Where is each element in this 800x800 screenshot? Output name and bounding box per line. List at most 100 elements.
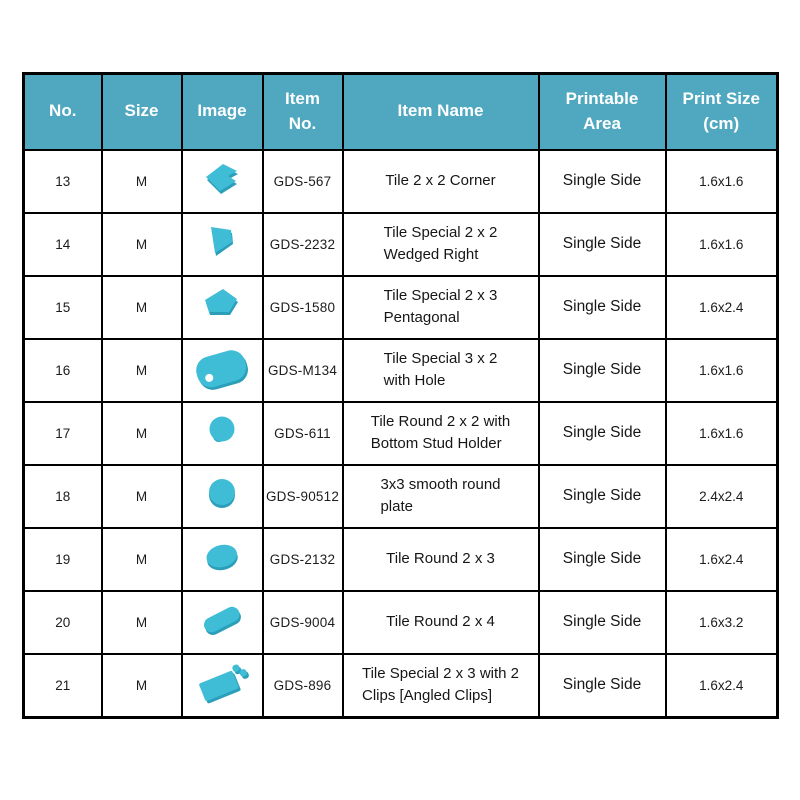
cell-printable-area: Single Side xyxy=(537,400,667,466)
cell-printable-area: Single Side xyxy=(537,274,667,340)
cell-print-size: 1.6x3.2 xyxy=(664,589,779,655)
cell-item-name: Tile Special 2 x 3 with 2 Clips [Angled … xyxy=(341,652,540,718)
cell-printable-area: Single Side xyxy=(537,148,667,214)
header-size: Size xyxy=(100,72,183,151)
cell-item-no: GDS-567 xyxy=(261,148,344,214)
cell-image xyxy=(180,526,264,592)
cell-size: M xyxy=(100,211,183,277)
header-row: No. Size Image Item No. Item Name Printa… xyxy=(22,72,779,151)
header-item-name: Item Name xyxy=(341,72,540,151)
cell-image xyxy=(180,274,264,340)
item-name-line: Pentagonal xyxy=(383,309,460,326)
cell-size: M xyxy=(100,274,183,340)
cell-item-name: Tile Round 2 x 2 with Bottom Stud Holder xyxy=(341,400,540,466)
round-stud-tile-icon xyxy=(186,404,258,459)
cell-item-name: Tile Special 3 x 2 with Hole xyxy=(341,337,540,403)
product-table: No. Size Image Item No. Item Name Printa… xyxy=(22,72,779,719)
cell-print-size: 1.6x2.4 xyxy=(664,526,779,592)
item-name: Tile Special 2 x 3 Pentagonal xyxy=(384,285,498,329)
cell-no: 17 xyxy=(22,400,103,466)
cell-no: 21 xyxy=(22,652,103,718)
item-name-line: Wedged Right xyxy=(383,246,479,263)
cell-print-size: 1.6x1.6 xyxy=(664,148,779,214)
item-name-line: Tile Special 2 x 2 xyxy=(383,224,498,242)
cell-item-name: Tile Round 2 x 4 xyxy=(341,589,540,655)
cell-item-no: GDS-1580 xyxy=(261,274,344,340)
cell-size: M xyxy=(100,400,183,466)
clips-tile-icon xyxy=(186,655,258,710)
cell-no: 16 xyxy=(22,337,103,403)
cell-image xyxy=(180,148,264,214)
oval-tile-icon xyxy=(186,530,258,585)
cell-no: 20 xyxy=(22,589,103,655)
wedge-tile-icon xyxy=(186,215,258,270)
cell-printable-area: Single Side xyxy=(537,589,667,655)
cell-size: M xyxy=(100,652,183,718)
item-name-line: Bottom Stud Holder xyxy=(370,435,502,452)
cell-no: 18 xyxy=(22,463,103,529)
item-name-line: Tile 2 x 2 Corner xyxy=(385,172,496,190)
header-print-size: Print Size (cm) xyxy=(664,72,779,151)
cell-item-no: GDS-896 xyxy=(261,652,344,718)
cell-size: M xyxy=(100,589,183,655)
table-row: 17 M GDS-611 Tile Round 2 x 2 with Botto… xyxy=(22,400,779,466)
cell-printable-area: Single Side xyxy=(537,463,667,529)
item-name-line: Tile Special 2 x 3 with 2 xyxy=(361,665,520,683)
round-plate-icon xyxy=(186,467,258,522)
cell-no: 13 xyxy=(22,148,103,214)
item-name-line: with Hole xyxy=(383,372,446,389)
cell-item-no: GDS-90512 xyxy=(261,463,344,529)
item-name-line: Tile Special 2 x 3 xyxy=(383,287,498,305)
cell-image xyxy=(180,463,264,529)
header-image: Image xyxy=(180,72,264,151)
cell-item-no: GDS-9004 xyxy=(261,589,344,655)
hole-tile-icon xyxy=(186,341,258,396)
cell-no: 15 xyxy=(22,274,103,340)
item-name: 3x3 smooth round plate xyxy=(380,474,500,518)
cell-image xyxy=(180,211,264,277)
item-name: Tile Round 2 x 2 with Bottom Stud Holder xyxy=(371,411,511,455)
cell-size: M xyxy=(100,148,183,214)
cell-size: M xyxy=(100,526,183,592)
item-name: Tile Special 2 x 3 with 2 Clips [Angled … xyxy=(362,663,519,707)
table-row: 18 M GDS-90512 3x3 smooth round plate xyxy=(22,463,779,529)
header-no: No. xyxy=(22,72,103,151)
item-name-line: Tile Round 2 x 3 xyxy=(386,550,495,568)
item-name-line: plate xyxy=(380,498,413,515)
item-name-line: Tile Special 3 x 2 xyxy=(383,350,498,368)
cell-no: 19 xyxy=(22,526,103,592)
cell-item-name: 3x3 smooth round plate xyxy=(341,463,540,529)
header-printable-area: Printable Area xyxy=(537,72,667,151)
table-row: 20 M GDS-9004 Tile Rou xyxy=(22,589,779,655)
cell-item-name: Tile Special 2 x 2 Wedged Right xyxy=(341,211,540,277)
cell-print-size: 1.6x2.4 xyxy=(664,652,779,718)
item-name-line: Clips [Angled Clips] xyxy=(361,687,493,704)
item-name: Tile Special 2 x 2 Wedged Right xyxy=(384,222,498,266)
item-name-line: 3x3 smooth round xyxy=(380,476,501,494)
cell-image xyxy=(180,652,264,718)
cell-item-name: Tile Special 2 x 3 Pentagonal xyxy=(341,274,540,340)
item-name: Tile Round 2 x 3 xyxy=(386,548,495,570)
item-name: Tile 2 x 2 Corner xyxy=(385,170,495,192)
cell-image xyxy=(180,589,264,655)
cell-print-size: 1.6x1.6 xyxy=(664,400,779,466)
cell-no: 14 xyxy=(22,211,103,277)
cell-image xyxy=(180,337,264,403)
corner-tile-icon xyxy=(186,152,258,207)
table-row: 15 M GDS-1580 Tile Special 2 x 3 Pentago… xyxy=(22,274,779,340)
table-row: 13 M GDS-567 Tile 2 x 2 Corner xyxy=(22,148,779,214)
cell-printable-area: Single Side xyxy=(537,337,667,403)
cell-size: M xyxy=(100,337,183,403)
pentagonal-tile-icon xyxy=(186,278,258,333)
capsule-tile-icon xyxy=(186,593,258,648)
cell-printable-area: Single Side xyxy=(537,211,667,277)
item-name: Tile Round 2 x 4 xyxy=(386,611,495,633)
table-row: 16 M GDS-M134 xyxy=(22,337,779,403)
cell-item-name: Tile 2 x 2 Corner xyxy=(341,148,540,214)
item-name: Tile Special 3 x 2 with Hole xyxy=(384,348,498,392)
cell-item-name: Tile Round 2 x 3 xyxy=(341,526,540,592)
table-row: 14 M GDS-2232 Tile Special 2 x 2 Wedged … xyxy=(22,211,779,277)
cell-item-no: GDS-M134 xyxy=(261,337,344,403)
cell-printable-area: Single Side xyxy=(537,526,667,592)
cell-item-no: GDS-2132 xyxy=(261,526,344,592)
